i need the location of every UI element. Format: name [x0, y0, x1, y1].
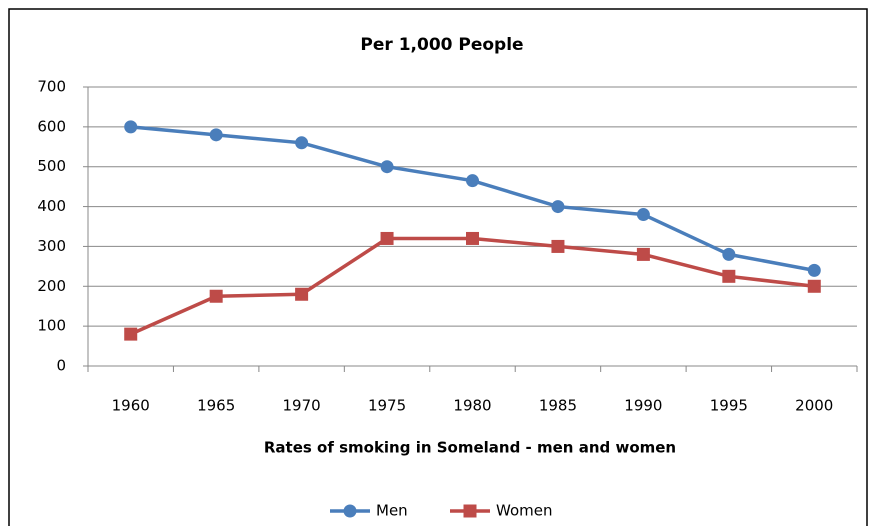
data-point	[722, 247, 736, 261]
x-tick-label: 1975	[368, 397, 406, 415]
data-point	[722, 269, 736, 283]
chart-frame	[8, 8, 868, 526]
y-tick-label: 400	[37, 197, 66, 215]
y-tick-label: 700	[37, 78, 66, 96]
data-point	[380, 231, 394, 245]
data-point	[551, 200, 565, 214]
x-tick-label: 1980	[453, 397, 491, 415]
x-tick-label: 1960	[112, 397, 150, 415]
data-point	[636, 208, 650, 222]
data-point	[295, 136, 309, 150]
data-point	[209, 128, 223, 142]
x-tick-label: 2000	[795, 397, 833, 415]
data-point	[380, 160, 394, 174]
data-point	[124, 120, 138, 134]
x-tick-label: 1970	[283, 397, 321, 415]
chart-title: Per 1,000 People	[360, 35, 523, 55]
y-tick-label: 100	[37, 317, 66, 335]
data-point	[209, 289, 223, 303]
legend-label: Men	[376, 502, 408, 520]
x-tick-label: 1995	[710, 397, 748, 415]
x-axis-label: Rates of smoking in Someland - men and w…	[264, 439, 676, 457]
data-point	[295, 287, 309, 301]
x-tick-label: 1990	[624, 397, 662, 415]
data-point	[466, 174, 479, 188]
x-tick-label: 1985	[539, 397, 577, 415]
y-tick-label: 0	[56, 357, 66, 375]
data-point	[807, 263, 821, 277]
legend-marker	[343, 504, 357, 518]
x-tick-label: 1965	[197, 397, 235, 415]
y-tick-label: 300	[37, 237, 66, 255]
legend-marker	[463, 504, 477, 518]
y-tick-label: 200	[37, 277, 66, 295]
data-point	[124, 327, 138, 341]
y-tick-label: 500	[37, 157, 66, 175]
data-point	[551, 239, 565, 253]
legend-label: Women	[496, 502, 552, 520]
data-point	[807, 279, 821, 293]
data-point	[636, 247, 650, 261]
data-point	[466, 231, 479, 245]
y-tick-label: 600	[37, 117, 66, 135]
